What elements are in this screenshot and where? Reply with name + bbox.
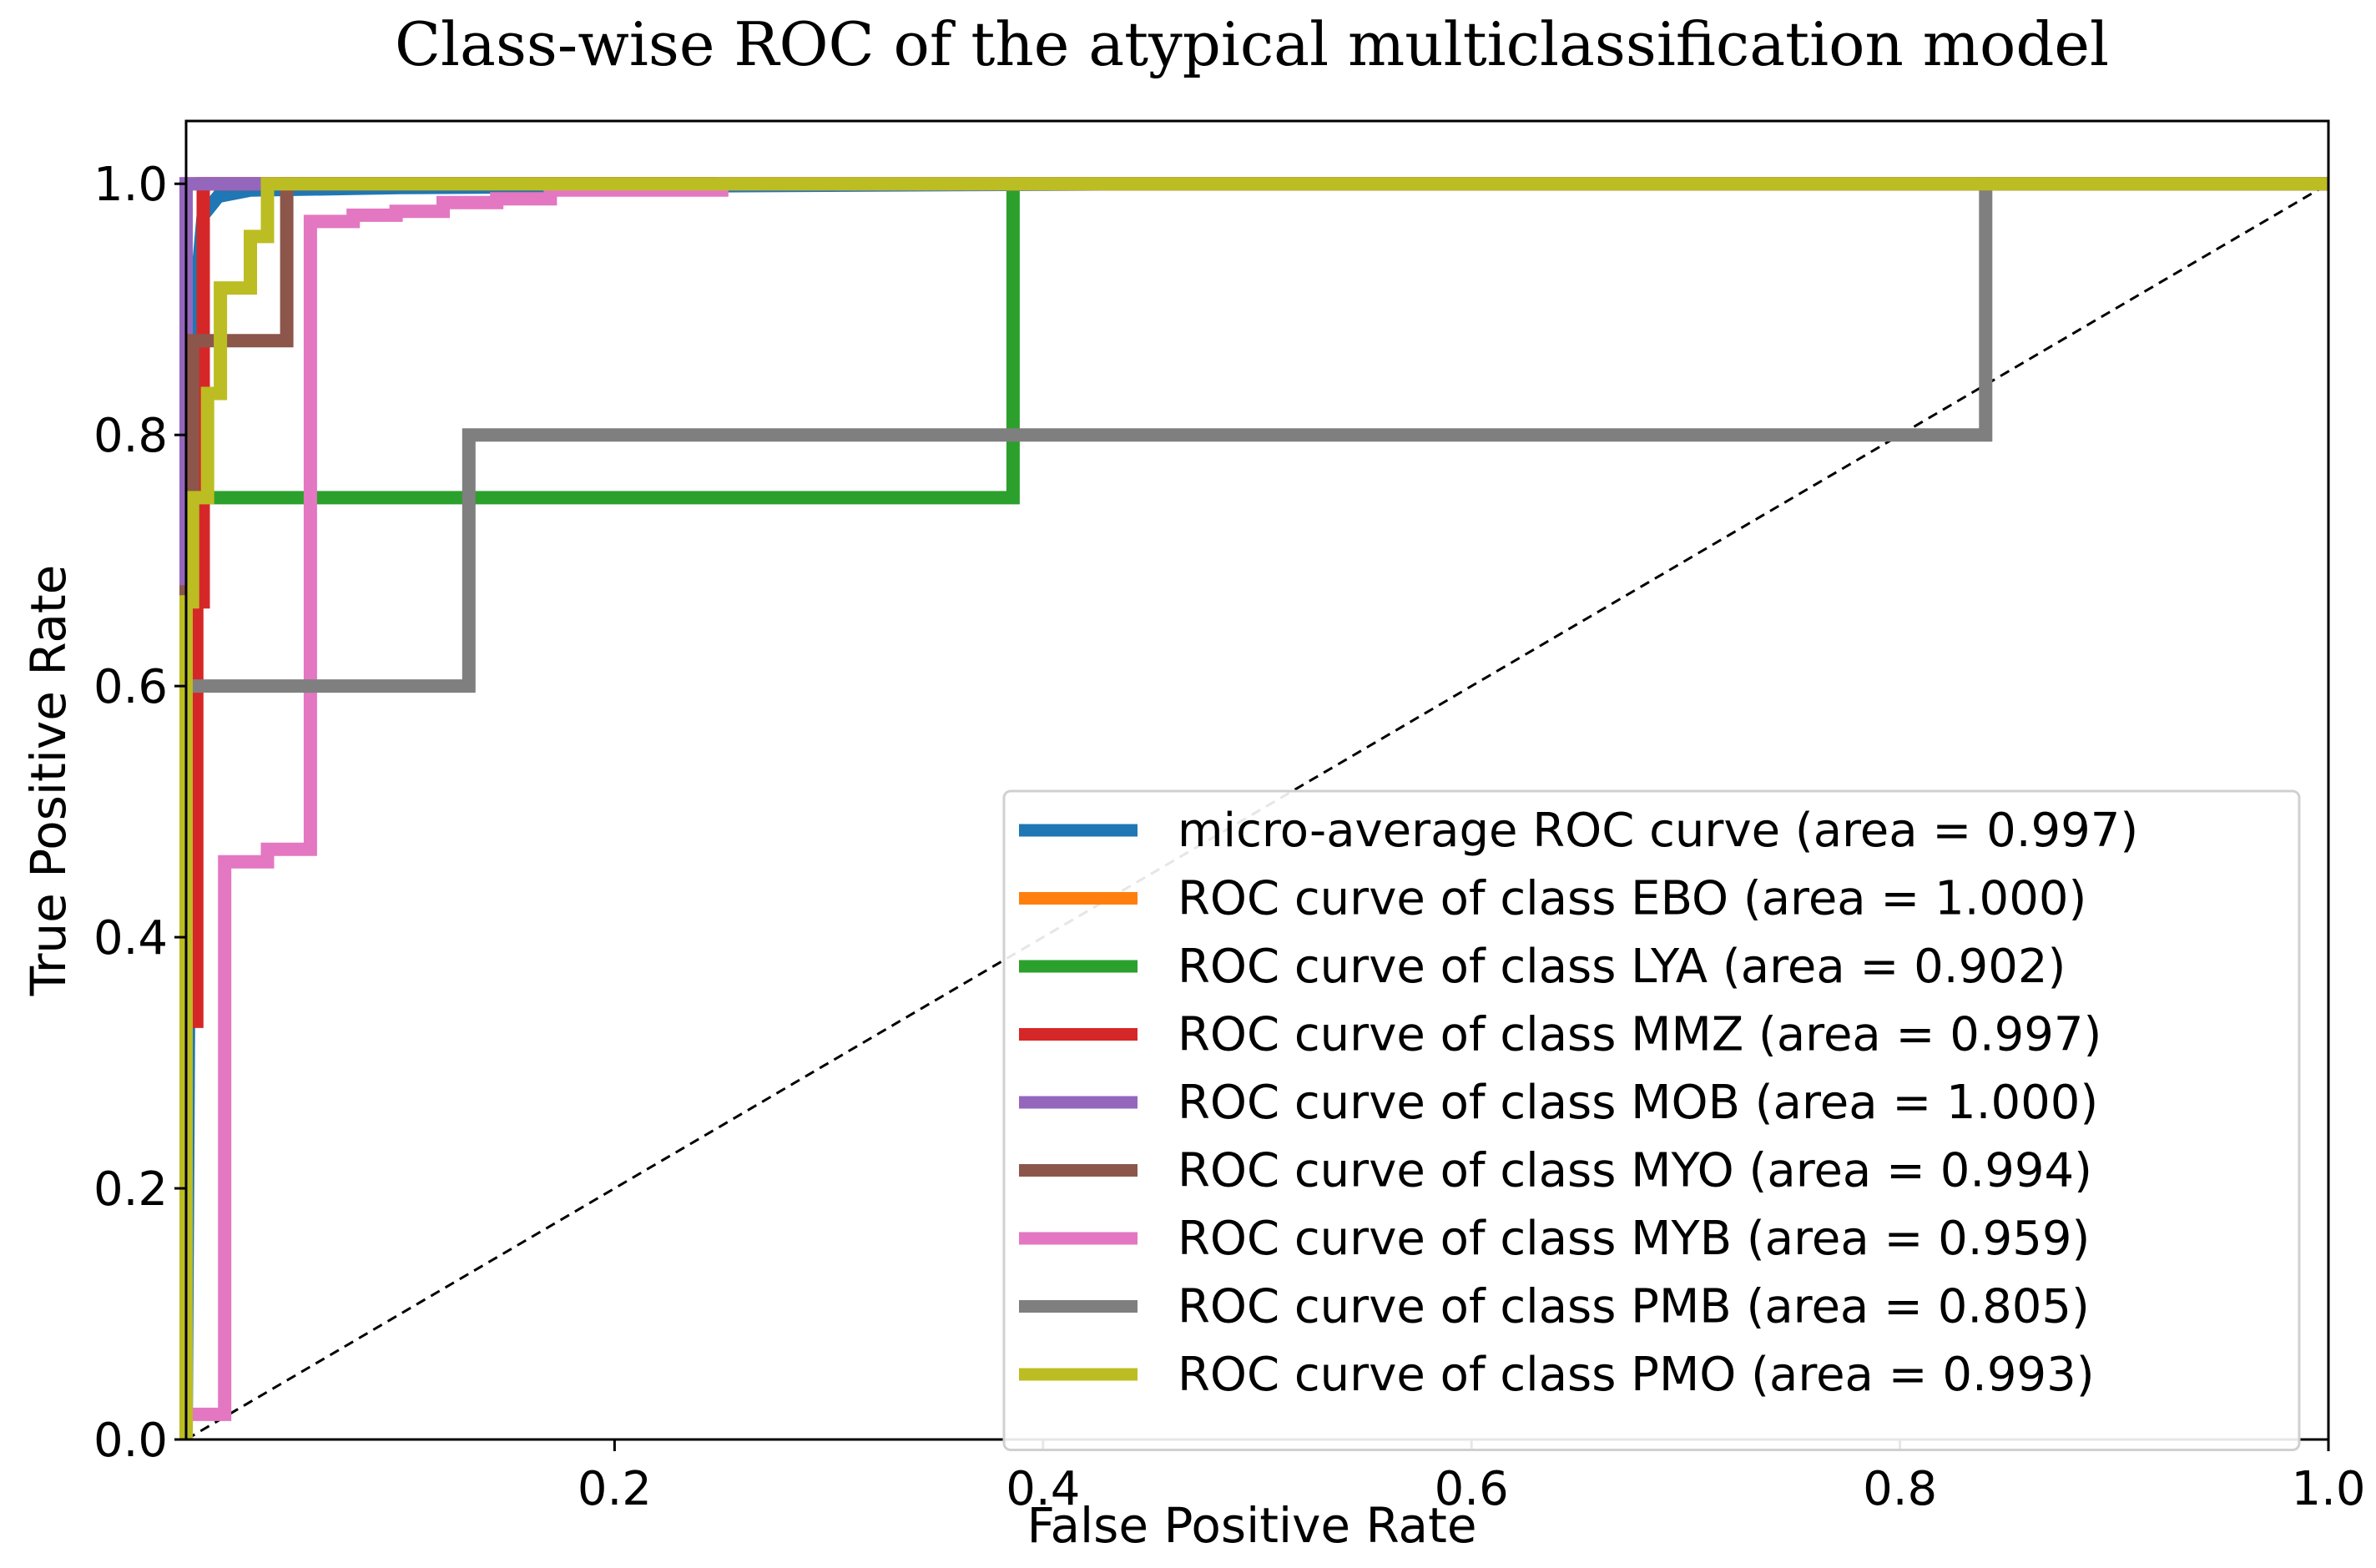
legend-label-1: ROC curve of class EBO (area = 1.000) (1178, 872, 2086, 926)
legend-label-0: micro-average ROC curve (area = 0.997) (1178, 804, 2138, 858)
series-line-6 (179, 177, 2328, 1439)
x-tick-label-1: 0.4 (1006, 1462, 1080, 1516)
series-line-8 (179, 177, 2328, 1439)
x-tick-label-3: 0.8 (1863, 1462, 1937, 1516)
legend-label-8: ROC curve of class PMO (area = 0.993) (1178, 1348, 2095, 1402)
legend-label-6: ROC curve of class MYB (area = 0.959) (1178, 1212, 2090, 1266)
legend-label-7: ROC curve of class PMB (area = 0.805) (1178, 1280, 2090, 1334)
y-tick-label-2: 0.4 (93, 911, 168, 966)
legend-box (1002, 789, 2301, 1451)
legend-label-5: ROC curve of class MYO (area = 0.994) (1178, 1144, 2092, 1198)
legend-label-4: ROC curve of class MOB (area = 1.000) (1178, 1076, 2098, 1130)
x-axis-ticks: 0.2 0.4 0.6 0.8 1.0 (578, 1439, 2366, 1516)
y-tick-label-4: 0.8 (93, 409, 168, 463)
y-tick-label-0: 0.0 (93, 1414, 168, 1468)
y-tick-label-3: 0.6 (93, 660, 168, 714)
legend: micro-average ROC curve (area = 0.997) RO… (1002, 789, 2301, 1451)
y-axis-label: True Positive Rate (20, 565, 77, 997)
y-tick-label-5: 1.0 (93, 158, 168, 212)
chart-title: Class-wise ROC of the atypical multiclas… (395, 9, 2109, 79)
legend-items: micro-average ROC curve (area = 0.997) RO… (1019, 804, 2138, 1402)
x-tick-label-2: 0.6 (1435, 1462, 1509, 1516)
x-tick-label-4: 1.0 (2291, 1462, 2365, 1516)
y-tick-label-1: 0.2 (93, 1162, 168, 1217)
legend-label-3: ROC curve of class MMZ (area = 0.997) (1178, 1008, 2101, 1062)
y-axis-ticks: 0.0 0.2 0.4 0.6 0.8 1.0 (93, 158, 186, 1468)
x-tick-label-0: 0.2 (578, 1462, 652, 1516)
x-axis-label: False Positive Rate (1027, 1497, 1476, 1554)
legend-label-2: ROC curve of class LYA (area = 0.902) (1178, 940, 2066, 994)
